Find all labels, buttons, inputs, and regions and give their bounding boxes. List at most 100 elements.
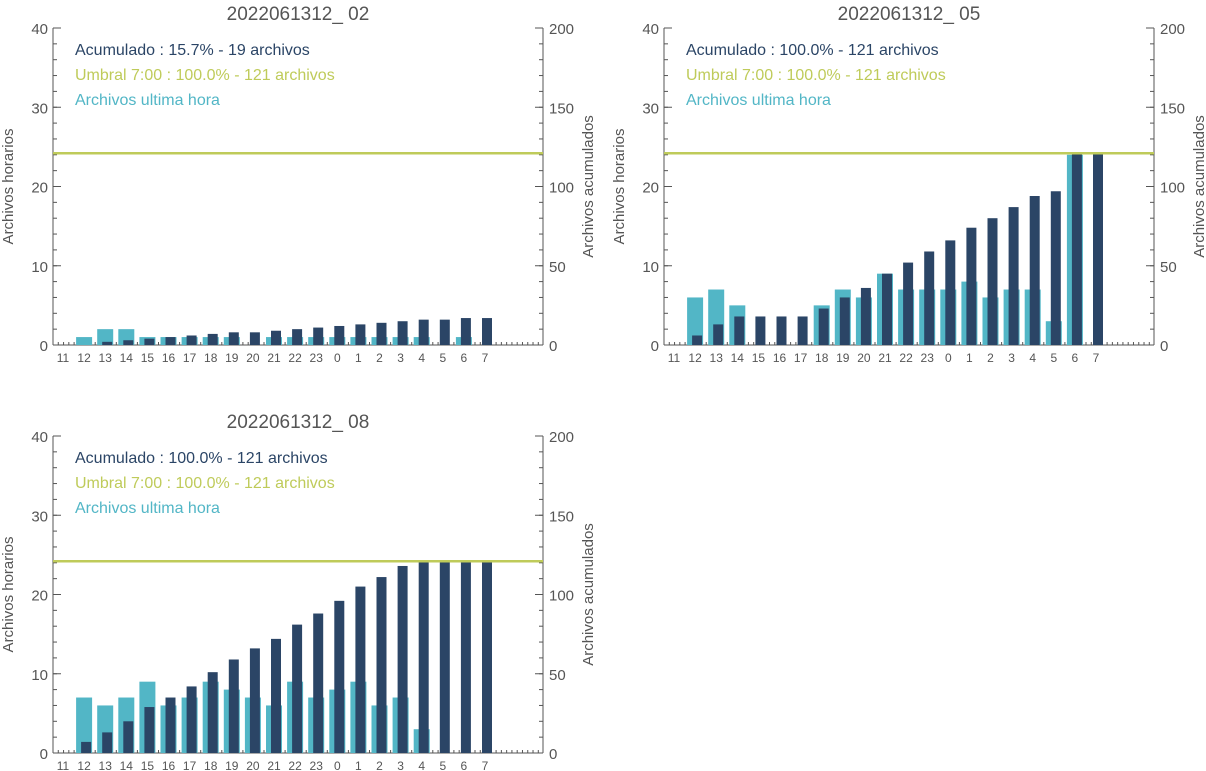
x-tick-label: 20 — [246, 351, 260, 365]
x-tick-label: 3 — [397, 759, 404, 771]
bar-acumulado — [482, 561, 492, 753]
y-tick-label: 40 — [31, 21, 48, 38]
bar-acumulado — [271, 638, 281, 753]
bar-acumulado — [860, 287, 871, 345]
x-tick-label: 5 — [439, 351, 446, 365]
bar-acumulado — [924, 251, 935, 345]
x-tick-label: 22 — [288, 759, 302, 771]
bar-acumulado — [144, 707, 155, 753]
x-tick-label: 19 — [225, 351, 239, 365]
x-tick-label: 3 — [397, 351, 404, 365]
y2-tick-label: 100 — [1160, 180, 1185, 197]
chart-08: 2022061312_ 08010203040050100150200Archi… — [0, 412, 597, 771]
bar-acumulado — [207, 333, 218, 345]
bar-acumulado — [818, 308, 829, 345]
y2-tick-label: 150 — [1160, 100, 1185, 117]
chart-05: 2022061312_ 05010203040050100150200Archi… — [611, 4, 1206, 365]
bar-acumulado — [1008, 207, 1019, 345]
x-tick-label: 22 — [899, 351, 913, 365]
bar-acumulado — [165, 337, 176, 345]
x-tick-label: 7 — [1093, 351, 1100, 365]
x-tick-label: 15 — [752, 351, 766, 365]
x-tick-label: 4 — [418, 351, 425, 365]
y-tick-label: 20 — [31, 180, 48, 197]
bar-acumulado — [165, 697, 176, 753]
bar-acumulado — [123, 340, 134, 345]
bar-acumulado — [228, 659, 239, 753]
x-tick-label: 4 — [1029, 351, 1036, 365]
bar-acumulado — [776, 316, 787, 345]
x-tick-label: 14 — [731, 351, 745, 365]
bar-acumulado — [334, 600, 345, 753]
y-tick-label: 30 — [31, 508, 48, 525]
y-tick-label: 40 — [31, 429, 48, 446]
bar-acumulado — [755, 316, 766, 345]
y2-tick-label: 100 — [549, 180, 574, 197]
x-tick-label: 0 — [334, 351, 341, 365]
bar-acumulado — [797, 316, 808, 345]
bar-acumulado — [355, 324, 366, 345]
bar-acumulado — [1050, 191, 1061, 345]
y2-tick-label: 200 — [549, 429, 574, 446]
bar-acumulado — [376, 322, 387, 345]
bar-acumulado — [249, 648, 260, 753]
bar-acumulado — [482, 318, 492, 345]
y2-tick-label: 0 — [1160, 338, 1168, 355]
x-tick-label: 12 — [77, 351, 91, 365]
bar-acumulado — [882, 273, 892, 345]
x-tick-label: 2 — [376, 759, 383, 771]
legend-ultima-hora: Archivos ultima hora — [75, 500, 220, 517]
y-tick-label: 30 — [642, 100, 659, 117]
x-tick-label: 23 — [921, 351, 935, 365]
x-tick-label: 23 — [310, 351, 324, 365]
x-tick-label: 12 — [77, 759, 91, 771]
x-tick-label: 16 — [162, 351, 176, 365]
x-tick-label: 11 — [57, 759, 70, 771]
x-tick-label: 13 — [710, 351, 724, 365]
x-tick-label: 4 — [418, 759, 425, 771]
legend-ultima-hora: Archivos ultima hora — [75, 92, 220, 109]
x-tick-label: 7 — [482, 351, 489, 365]
x-tick-label: 21 — [267, 351, 281, 365]
legend-acumulado: Acumulado : 100.0% - 121 archivos — [686, 42, 939, 59]
y2-tick-label: 50 — [549, 259, 566, 276]
y-tick-label: 10 — [642, 259, 659, 276]
x-tick-label: 5 — [439, 759, 446, 771]
y2-tick-label: 50 — [1160, 259, 1177, 276]
bar-acumulado — [334, 325, 345, 345]
y-axis-label: Archivos horarios — [0, 129, 17, 245]
bar-acumulado — [460, 561, 471, 753]
bar-ultima-hora — [687, 297, 704, 345]
x-tick-label: 22 — [288, 351, 302, 365]
bar-acumulado — [439, 319, 450, 345]
x-tick-label: 1 — [966, 351, 973, 365]
bar-acumulado — [439, 561, 450, 753]
legend-umbral: Umbral 7:00 : 100.0% - 121 archivos — [686, 67, 946, 84]
x-tick-label: 21 — [878, 351, 892, 365]
bar-acumulado — [418, 319, 429, 345]
bar-acumulado — [313, 613, 324, 753]
x-tick-label: 18 — [815, 351, 829, 365]
bar-acumulado — [144, 338, 155, 345]
y2-axis-label: Archivos acumulados — [580, 115, 597, 258]
y-tick-label: 0 — [40, 746, 48, 763]
bar-acumulado — [355, 586, 366, 753]
x-tick-label: 2 — [376, 351, 383, 365]
x-tick-label: 0 — [334, 759, 341, 771]
y2-axis-label: Archivos acumulados — [580, 523, 597, 666]
x-tick-label: 15 — [141, 759, 155, 771]
bar-acumulado — [397, 321, 408, 345]
y-tick-label: 30 — [31, 100, 48, 117]
y-tick-label: 0 — [40, 338, 48, 355]
bar-acumulado — [987, 218, 998, 345]
bar-acumulado — [123, 721, 134, 753]
legend-umbral: Umbral 7:00 : 100.0% - 121 archivos — [75, 67, 335, 84]
x-tick-label: 14 — [120, 759, 134, 771]
x-tick-label: 21 — [267, 759, 281, 771]
y2-tick-label: 0 — [549, 338, 557, 355]
bar-acumulado — [397, 565, 408, 753]
x-tick-label: 3 — [1008, 351, 1015, 365]
bar-acumulado — [734, 316, 745, 345]
bar-acumulado — [102, 732, 113, 753]
